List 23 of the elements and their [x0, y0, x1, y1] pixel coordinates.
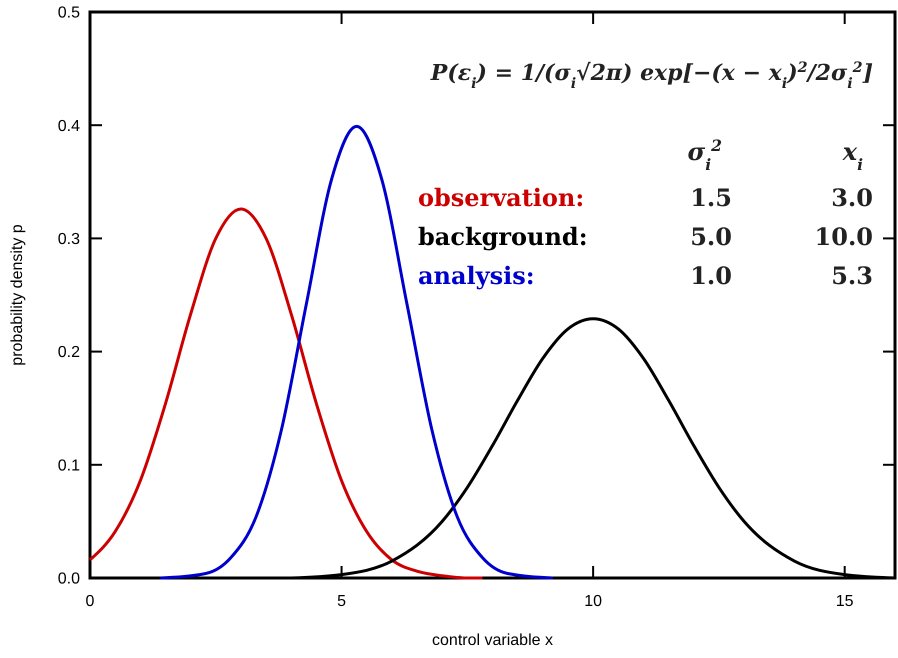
y-tick-label: 0.1	[58, 457, 80, 474]
y-tick-label: 0.0	[58, 570, 80, 588]
x-tick-label: 15	[836, 593, 854, 610]
series-label: analysis:	[418, 261, 535, 290]
y-tick-label: 0.3	[58, 231, 80, 248]
annotation: 3.0	[831, 183, 873, 212]
annotation: 5.3	[831, 261, 873, 290]
x-tick-label: 5	[337, 593, 346, 610]
text: P(ε$_{i}$) = 1/(σ$_{i}$√2π) exp[−(x − x$_{i}$)$^{2}$/2σ$_{i}$$^{2}$]	[430, 60, 873, 92]
y-axis-title: probability density p	[9, 224, 26, 366]
y-tick-label: 0.2	[58, 344, 80, 362]
y-tick-label: 0.4	[58, 118, 80, 135]
annotation: 1.5	[690, 183, 732, 212]
y-tick-label: 0.5	[58, 4, 80, 22]
x-axis-title: control variable x	[432, 632, 553, 649]
text: background:	[418, 222, 588, 251]
text: observation:	[418, 183, 584, 212]
x-tick-label: 10	[584, 593, 602, 610]
annotation: x$_{i}$	[842, 137, 864, 174]
annotation: 1.0	[690, 261, 732, 290]
x-tick-label: 0	[86, 593, 95, 610]
annotation: 5.0	[690, 222, 732, 251]
annotation: 10.0	[814, 222, 873, 251]
